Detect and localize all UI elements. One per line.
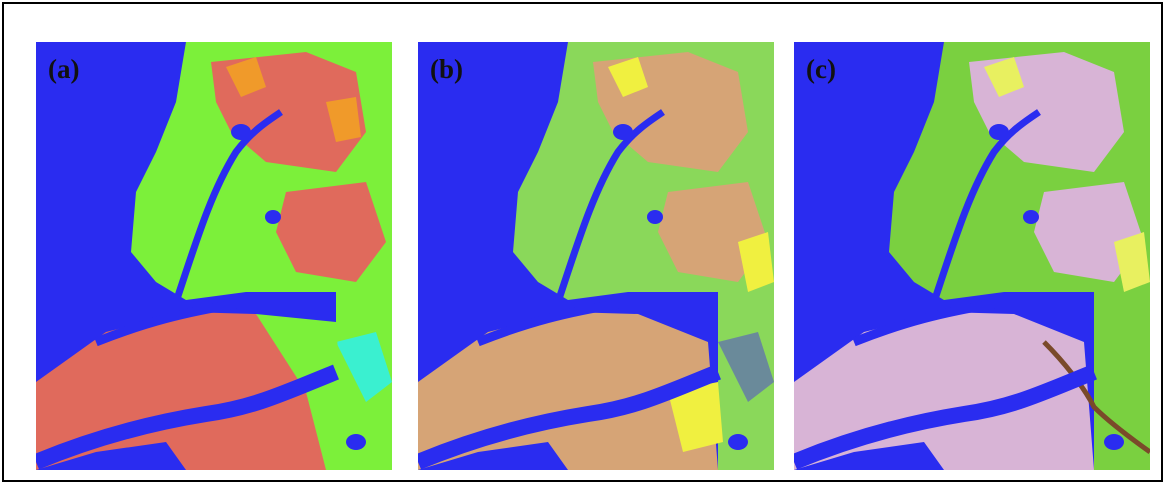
satellite-image-panel-b: (b) — [418, 42, 774, 470]
satellite-image-panel-c: (c) — [794, 42, 1150, 470]
satellite-image-b — [418, 42, 774, 470]
panel-label-c: (c) — [806, 54, 836, 84]
satellite-image-c — [794, 42, 1150, 470]
satellite-image-a — [36, 42, 392, 470]
satellite-image-panel-a: (a) — [36, 42, 392, 470]
panel-label-b: (b) — [430, 54, 463, 84]
panel-label-a: (a) — [48, 54, 80, 84]
